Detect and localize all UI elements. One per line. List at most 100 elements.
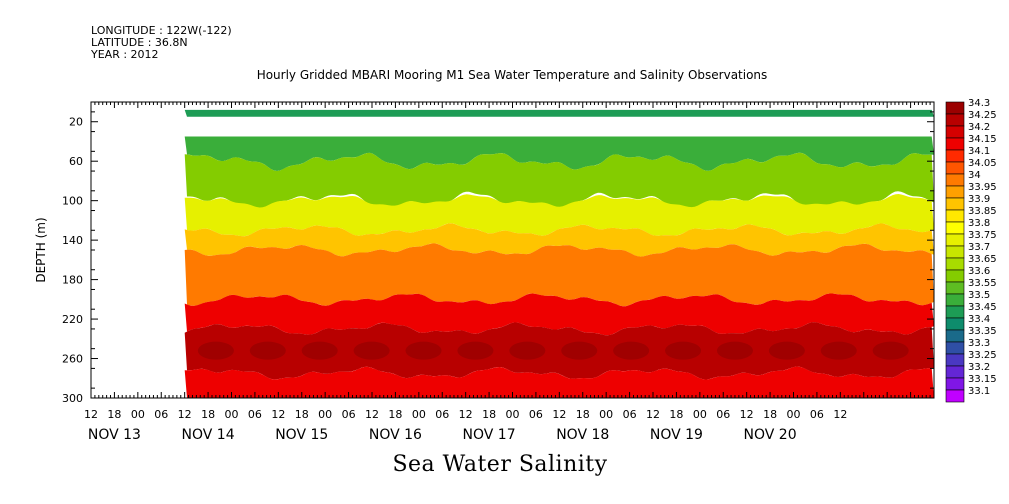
year-label: YEAR : 2012: [91, 48, 159, 61]
x-hour-label: 00: [693, 408, 707, 421]
x-hour-label: 12: [646, 408, 660, 421]
x-date-label: NOV 20: [744, 427, 797, 443]
salinity-band: [184, 366, 934, 398]
x-hour-label: 06: [248, 408, 262, 421]
legend-label: 33.65: [968, 254, 997, 265]
legend-label: 33.9: [968, 194, 990, 205]
legend-label: 34.15: [968, 134, 997, 145]
x-hour-label: 12: [552, 408, 566, 421]
x-date-label: NOV 14: [182, 427, 235, 443]
legend-swatch: [945, 281, 965, 295]
salinity-band: [184, 322, 934, 380]
salinity-patch: [301, 341, 338, 360]
legend-swatch: [945, 209, 965, 223]
legend-label: 34.05: [968, 158, 997, 169]
salinity-band: [184, 194, 934, 237]
x-hour-label: 00: [506, 408, 520, 421]
legend-label: 34: [968, 170, 981, 181]
legend-label: 33.55: [968, 278, 997, 289]
y-tick-label: 140: [62, 234, 83, 247]
x-hour-label: 06: [810, 408, 824, 421]
salinity-band: [184, 243, 934, 307]
x-hour-label: 00: [412, 408, 426, 421]
x-hour-label: 18: [295, 408, 309, 421]
x-date-label: NOV 17: [463, 427, 516, 443]
y-tick-label: 100: [62, 195, 83, 208]
legend-label: 33.6: [968, 266, 990, 277]
x-hour-label: 06: [623, 408, 637, 421]
legend-swatch: [945, 269, 965, 283]
legend-swatch: [945, 161, 965, 175]
x-hour-label: 12: [84, 408, 98, 421]
legend-swatch: [945, 149, 965, 163]
legend-swatch: [945, 197, 965, 211]
x-hour-label: 00: [225, 408, 239, 421]
legend-label: 33.95: [968, 182, 997, 193]
legend-label: 34.25: [968, 110, 997, 121]
y-tick-label: 260: [62, 353, 83, 366]
legend-swatch: [945, 185, 965, 199]
legend-label: 33.45: [968, 302, 997, 313]
salinity-patch: [768, 341, 805, 360]
legend-label: 33.15: [968, 374, 997, 385]
x-hour-label: 06: [716, 408, 730, 421]
x-hour-label: 06: [435, 408, 449, 421]
legend-swatch: [945, 377, 965, 391]
salinity-patch: [249, 341, 286, 360]
legend-swatch: [945, 113, 965, 127]
y-tick-label: 20: [69, 116, 83, 129]
legend-label: 33.3: [968, 338, 990, 349]
legend-label: 33.1: [968, 386, 990, 397]
legend-label: 33.75: [968, 230, 997, 241]
legend-swatch: [945, 389, 965, 403]
x-date-label: NOV 18: [556, 427, 609, 443]
salinity-patch: [509, 341, 546, 360]
x-hour-label: 18: [669, 408, 683, 421]
x-date-label: NOV 16: [369, 427, 422, 443]
x-date-label: NOV 19: [650, 427, 703, 443]
legend-label: 34.1: [968, 146, 990, 157]
legend-swatch: [945, 245, 965, 259]
legend-swatch: [945, 293, 965, 307]
x-hour-label: 00: [787, 408, 801, 421]
salinity-band: [184, 152, 934, 211]
legend-label: 33.4: [968, 314, 990, 325]
x-hour-label: 18: [482, 408, 496, 421]
legend-swatch: [945, 257, 965, 271]
x-hour-label: 12: [459, 408, 473, 421]
latitude-label: LATITUDE : 36.8N: [91, 36, 188, 49]
x-hour-label: 18: [388, 408, 402, 421]
variable-title: Sea Water Salinity: [392, 452, 608, 477]
salinity-band: [184, 293, 934, 336]
legend-label: 33.5: [968, 290, 990, 301]
y-tick-label: 180: [62, 274, 83, 287]
y-tick-label: 300: [62, 392, 83, 405]
x-hour-label: 00: [599, 408, 613, 421]
legend-label: 34.3: [968, 98, 990, 109]
y-tick-label: 60: [69, 155, 83, 168]
legend-swatch: [945, 353, 965, 367]
legend-swatch: [945, 317, 965, 331]
legend-label: 34.2: [968, 122, 990, 133]
x-hour-label: 06: [154, 408, 168, 421]
salinity-patch: [197, 341, 234, 360]
legend-label: 33.7: [968, 242, 990, 253]
x-hour-label: 00: [131, 408, 145, 421]
legend-label: 33.8: [968, 218, 990, 229]
legend-swatch: [945, 137, 965, 151]
salinity-field: [184, 109, 934, 398]
x-hour-label: 00: [318, 408, 332, 421]
legend-label: 33.2: [968, 362, 990, 373]
salinity-band: [184, 223, 934, 257]
salinity-patch: [353, 341, 390, 360]
x-date-label: NOV 15: [275, 427, 328, 443]
y-tick-label: 220: [62, 313, 83, 326]
x-hour-label: 18: [201, 408, 215, 421]
x-hour-label: 18: [107, 408, 121, 421]
salinity-patch: [872, 341, 909, 360]
x-hour-label: 12: [178, 408, 192, 421]
legend-label: 33.25: [968, 350, 997, 361]
salinity-band: [184, 109, 934, 117]
x-date-label: NOV 13: [88, 427, 141, 443]
y-axis-label: DEPTH (m): [34, 217, 48, 282]
